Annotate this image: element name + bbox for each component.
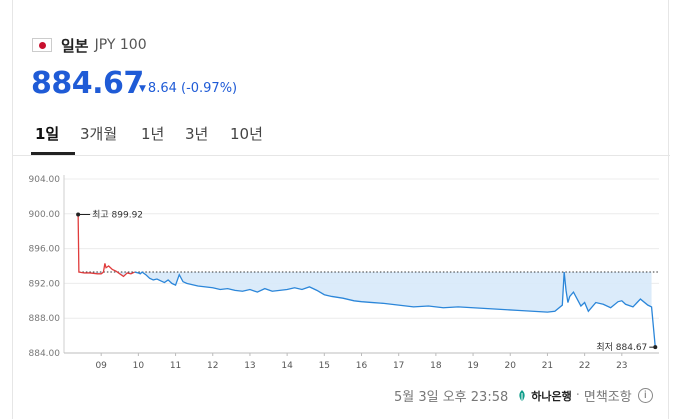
period-tabs: 1일 3개월 1년 3년 10년 xyxy=(13,120,670,156)
x-tick-label: 11 xyxy=(170,361,181,368)
disclaimer-link[interactable]: 면책조항 xyxy=(583,390,632,405)
footer: 5월 3일 오후 23:58 하나은행 · 면책조항 i xyxy=(394,386,653,405)
tab-3month[interactable]: 3개월 xyxy=(80,125,118,143)
x-tick-label: 22 xyxy=(579,361,590,368)
y-tick-label: 884.00 xyxy=(29,349,61,359)
exchange-rate-card: 일본 JPY 100 884.67 ▼ 8.64 (-0.97%) 1일 3개월 … xyxy=(12,0,670,419)
change-value: 8.64 (-0.97%) xyxy=(147,81,238,96)
y-tick-label: 896.00 xyxy=(29,245,61,255)
current-price: 884.67 xyxy=(31,66,144,101)
japan-flag-icon xyxy=(32,38,52,52)
series-line-up xyxy=(77,214,135,278)
x-tick-label: 13 xyxy=(244,361,255,368)
bank-name: 하나은행 xyxy=(531,389,572,403)
x-tick-label: 18 xyxy=(430,361,442,368)
rate-chart: 904.00 900.00 896.00 892.00 888.00 884.00 09 10… xyxy=(13,163,670,371)
x-tick-label: 19 xyxy=(467,361,479,368)
bank-source: 하나은행 xyxy=(516,388,572,404)
country-name: 일본 xyxy=(61,36,89,55)
tab-10year[interactable]: 10년 xyxy=(230,125,263,143)
rate-chart-svg: 904.00 900.00 896.00 892.00 888.00 884.00 09 10… xyxy=(29,175,659,371)
active-tab-indicator xyxy=(31,152,75,155)
tab-3year[interactable]: 3년 xyxy=(185,125,209,143)
x-tick-label: 14 xyxy=(281,361,293,368)
x-tick-label: 17 xyxy=(393,361,404,368)
x-tick-label: 12 xyxy=(207,361,218,368)
y-tick-label: 900.00 xyxy=(29,210,61,220)
tab-1day[interactable]: 1일 xyxy=(35,125,60,143)
x-tick-label: 23 xyxy=(616,361,627,368)
high-label: 최고 899.92 xyxy=(92,209,143,220)
info-icon[interactable]: i xyxy=(637,388,653,403)
hana-bank-logo-icon xyxy=(519,389,525,402)
tab-1year[interactable]: 1년 xyxy=(141,125,165,143)
y-tick-label: 888.00 xyxy=(29,314,61,324)
x-tick-label: 10 xyxy=(133,361,145,368)
down-arrow-icon: ▼ xyxy=(139,84,146,94)
x-tick-label: 16 xyxy=(356,361,368,368)
x-tick-label: 09 xyxy=(95,361,107,368)
low-label: 최저 884.67 xyxy=(596,342,647,353)
x-tick-label: 15 xyxy=(319,361,330,368)
x-tick-label: 20 xyxy=(505,361,517,368)
x-tick-label: 21 xyxy=(542,361,553,368)
price-change: ▼ 8.64 (-0.97%) xyxy=(139,81,237,96)
y-tick-label: 892.00 xyxy=(29,279,61,289)
currency-header: 일본 JPY 100 xyxy=(32,34,147,56)
timestamp: 5월 3일 오후 23:58 xyxy=(394,390,509,405)
currency-code: JPY 100 xyxy=(94,37,147,53)
below-reference-fill xyxy=(78,272,652,313)
series-line-down xyxy=(134,271,656,348)
separator: · xyxy=(575,388,580,403)
y-tick-label: 904.00 xyxy=(29,175,61,185)
